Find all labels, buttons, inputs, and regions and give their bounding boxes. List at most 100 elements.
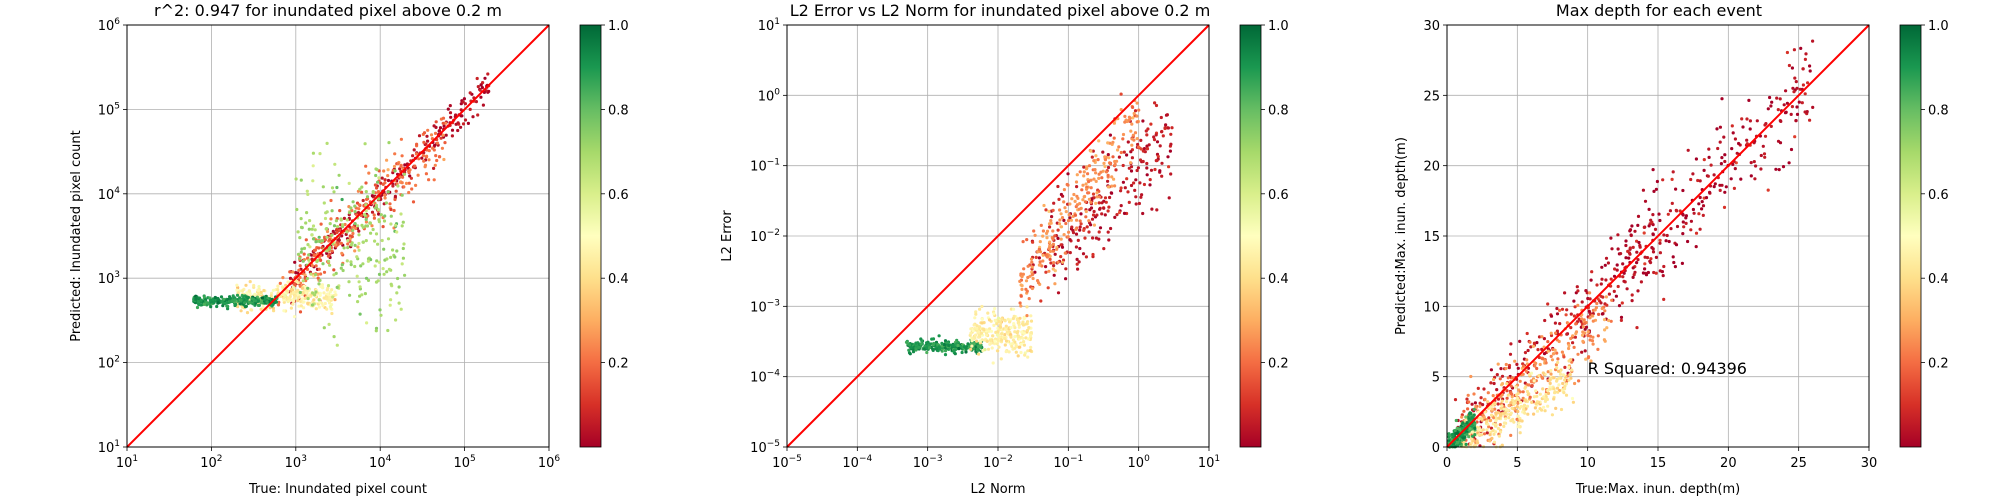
scatter-point bbox=[1701, 213, 1705, 217]
scatter-point bbox=[299, 281, 303, 285]
scatter-point bbox=[374, 329, 378, 333]
scatter-point bbox=[1610, 298, 1614, 302]
scatter-point bbox=[1536, 348, 1540, 352]
scatter-point bbox=[1789, 112, 1793, 116]
scatter-point bbox=[1500, 399, 1504, 403]
scatter-point bbox=[279, 294, 283, 298]
scatter-point bbox=[373, 206, 377, 210]
scatter-point bbox=[914, 348, 918, 352]
scatter-point bbox=[341, 268, 345, 273]
scatter-point bbox=[924, 346, 929, 350]
scatter-point bbox=[1491, 394, 1495, 398]
scatter-point bbox=[1643, 255, 1647, 259]
scatter-point bbox=[1038, 240, 1042, 244]
scatter-point bbox=[1060, 245, 1065, 249]
scatter-point bbox=[1003, 343, 1007, 347]
scatter-point bbox=[1486, 400, 1490, 404]
colorbar-tick-label: 0.6 bbox=[608, 188, 629, 203]
scatter-point bbox=[362, 212, 367, 217]
scatter-point bbox=[385, 257, 389, 261]
scatter-point bbox=[1112, 136, 1116, 140]
scatter-point bbox=[1619, 315, 1624, 319]
scatter-point bbox=[427, 178, 431, 182]
scatter-point bbox=[1026, 264, 1030, 268]
scatter-point bbox=[1527, 372, 1532, 377]
scatter-point bbox=[1119, 108, 1123, 112]
scatter-point bbox=[1580, 300, 1584, 304]
scatter-point bbox=[1020, 287, 1024, 291]
scatter-point bbox=[1086, 172, 1090, 176]
scatter-point bbox=[1044, 208, 1048, 212]
scatter-point bbox=[1519, 404, 1523, 409]
scatter-point bbox=[314, 264, 318, 268]
scatter-point bbox=[334, 243, 338, 247]
scatter-point bbox=[301, 259, 305, 263]
scatter-point bbox=[1698, 179, 1702, 183]
scatter-point bbox=[1577, 379, 1581, 383]
scatter-point bbox=[393, 223, 398, 227]
scatter-point bbox=[1084, 167, 1089, 171]
scatter-point bbox=[1507, 366, 1511, 370]
scatter-point bbox=[1799, 46, 1803, 51]
scatter-point bbox=[1036, 281, 1041, 285]
scatter-point bbox=[433, 143, 437, 147]
scatter-point bbox=[357, 241, 361, 246]
scatter-point bbox=[1787, 63, 1791, 68]
scatter-point bbox=[287, 299, 291, 303]
scatter-point bbox=[1056, 228, 1060, 232]
scatter-point bbox=[292, 282, 296, 286]
scatter-point bbox=[1453, 398, 1458, 402]
scatter-point bbox=[432, 178, 436, 182]
scatter-point bbox=[1748, 119, 1752, 123]
scatter-point bbox=[1615, 268, 1619, 272]
scatter-point bbox=[1022, 317, 1026, 321]
scatter-point bbox=[1167, 196, 1171, 200]
scatter-point bbox=[1136, 142, 1140, 147]
scatter-point bbox=[358, 312, 362, 316]
scatter-point bbox=[1637, 240, 1641, 245]
scatter-point bbox=[1055, 247, 1059, 251]
scatter-point bbox=[1481, 428, 1485, 432]
scatter-point bbox=[1044, 270, 1048, 274]
scatter-point bbox=[394, 318, 398, 322]
scatter-point bbox=[1113, 159, 1117, 164]
scatter-point bbox=[1790, 105, 1794, 109]
scatter-point bbox=[251, 302, 255, 306]
scatter-point bbox=[1590, 339, 1595, 343]
scatter-point bbox=[1748, 127, 1752, 131]
scatter-point bbox=[366, 259, 370, 263]
scatter-point bbox=[1614, 294, 1618, 298]
scatter-point bbox=[1719, 162, 1723, 166]
scatter-point bbox=[386, 174, 390, 178]
chart-2-x-ticks: 10−5 10−4 10−3 10−2 10−1 100 101 bbox=[772, 447, 1220, 471]
scatter-point bbox=[1581, 339, 1585, 343]
scatter-point bbox=[1131, 116, 1135, 120]
scatter-point bbox=[1541, 371, 1545, 375]
scatter-point bbox=[1532, 341, 1536, 345]
scatter-point bbox=[395, 230, 399, 234]
colorbar-tick-label: 0.4 bbox=[608, 272, 629, 287]
scatter-point bbox=[1671, 170, 1675, 174]
scatter-point bbox=[1557, 376, 1561, 380]
scatter-point bbox=[1098, 226, 1103, 230]
scatter-point bbox=[1148, 183, 1152, 187]
scatter-point bbox=[1065, 182, 1069, 187]
scatter-point bbox=[256, 303, 260, 307]
y-tick-label: 106 bbox=[98, 17, 121, 34]
scatter-point bbox=[321, 304, 325, 308]
scatter-point bbox=[1624, 256, 1628, 260]
scatter-point bbox=[358, 285, 362, 289]
scatter-point bbox=[1488, 439, 1492, 443]
scatter-point bbox=[1008, 320, 1012, 324]
scatter-point bbox=[987, 318, 992, 322]
scatter-point bbox=[311, 151, 315, 155]
scatter-point bbox=[925, 341, 929, 345]
scatter-point bbox=[1077, 207, 1081, 211]
scatter-point bbox=[1754, 164, 1758, 168]
scatter-point bbox=[195, 305, 200, 310]
scatter-point bbox=[438, 155, 442, 159]
scatter-point bbox=[377, 272, 382, 276]
scatter-point bbox=[325, 229, 330, 234]
scatter-point bbox=[931, 337, 936, 341]
scatter-point bbox=[357, 248, 361, 252]
